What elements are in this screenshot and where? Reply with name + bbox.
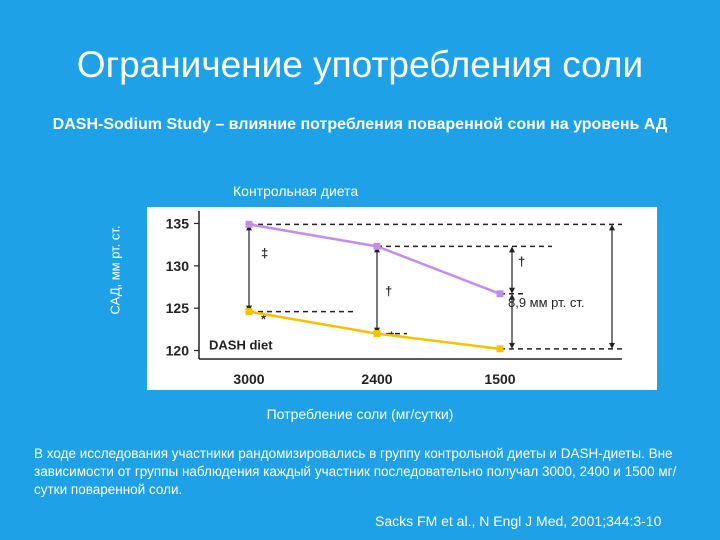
- diff-arrow-1500-head-top: [509, 293, 515, 300]
- series-0-point-1: [373, 242, 381, 250]
- citation: Sacks FM et al., N Engl J Med, 2001;344:…: [375, 513, 662, 529]
- body-paragraph: В ходе исследования участники рандомизир…: [34, 446, 677, 497]
- y-tick-label-3: 120: [166, 343, 190, 359]
- series-0-point-0: [245, 220, 253, 228]
- x-tick-label-2: 1500: [484, 371, 515, 387]
- chart-panel: 135 130 125 120 3000 2400 1500 ‡ † † * * DASH diet 8,…: [147, 207, 657, 390]
- series-0-point-2: [496, 290, 504, 298]
- significance-mark-1: †: [385, 283, 392, 298]
- diff-arrow-total-head-top: [609, 224, 615, 231]
- diff-arrow-control-head-bottom: [509, 287, 515, 294]
- control-diet-label: Контрольная диета: [233, 183, 359, 199]
- series-1-point-2: [496, 345, 504, 353]
- x-tick-label-1: 2400: [361, 371, 392, 387]
- significance-mark-0: ‡: [261, 245, 268, 260]
- significance-mark-3: *: [261, 311, 267, 326]
- y-tick-label-1: 130: [166, 258, 190, 274]
- difference-annotation: 8,9 мм рт. ст.: [508, 295, 584, 310]
- y-axis-label: САД, мм рт. ст.: [107, 225, 123, 315]
- series-line-0: [248, 223, 501, 295]
- x-tick-label-0: 3000: [233, 371, 264, 387]
- series-1-point-1: [373, 330, 381, 338]
- series-1-point-0: [245, 308, 253, 316]
- slide-title: Ограничение употребления соли: [76, 44, 644, 85]
- y-tick-label-2: 125: [166, 300, 190, 316]
- dash-diet-label: DASH diet: [209, 338, 273, 353]
- significance-mark-2: †: [518, 254, 525, 269]
- slide-subtitle: DASH-Sodium Study – влияние потребления …: [52, 116, 668, 133]
- diff-arrow-total-head-bottom: [609, 342, 615, 349]
- y-tick-label-0: 135: [166, 215, 190, 231]
- x-axis-label: Потребление соли (мг/сутки): [266, 406, 454, 422]
- diff-arrow-1500-head-bottom: [509, 342, 515, 349]
- diff-arrow-control-head-top: [509, 246, 515, 253]
